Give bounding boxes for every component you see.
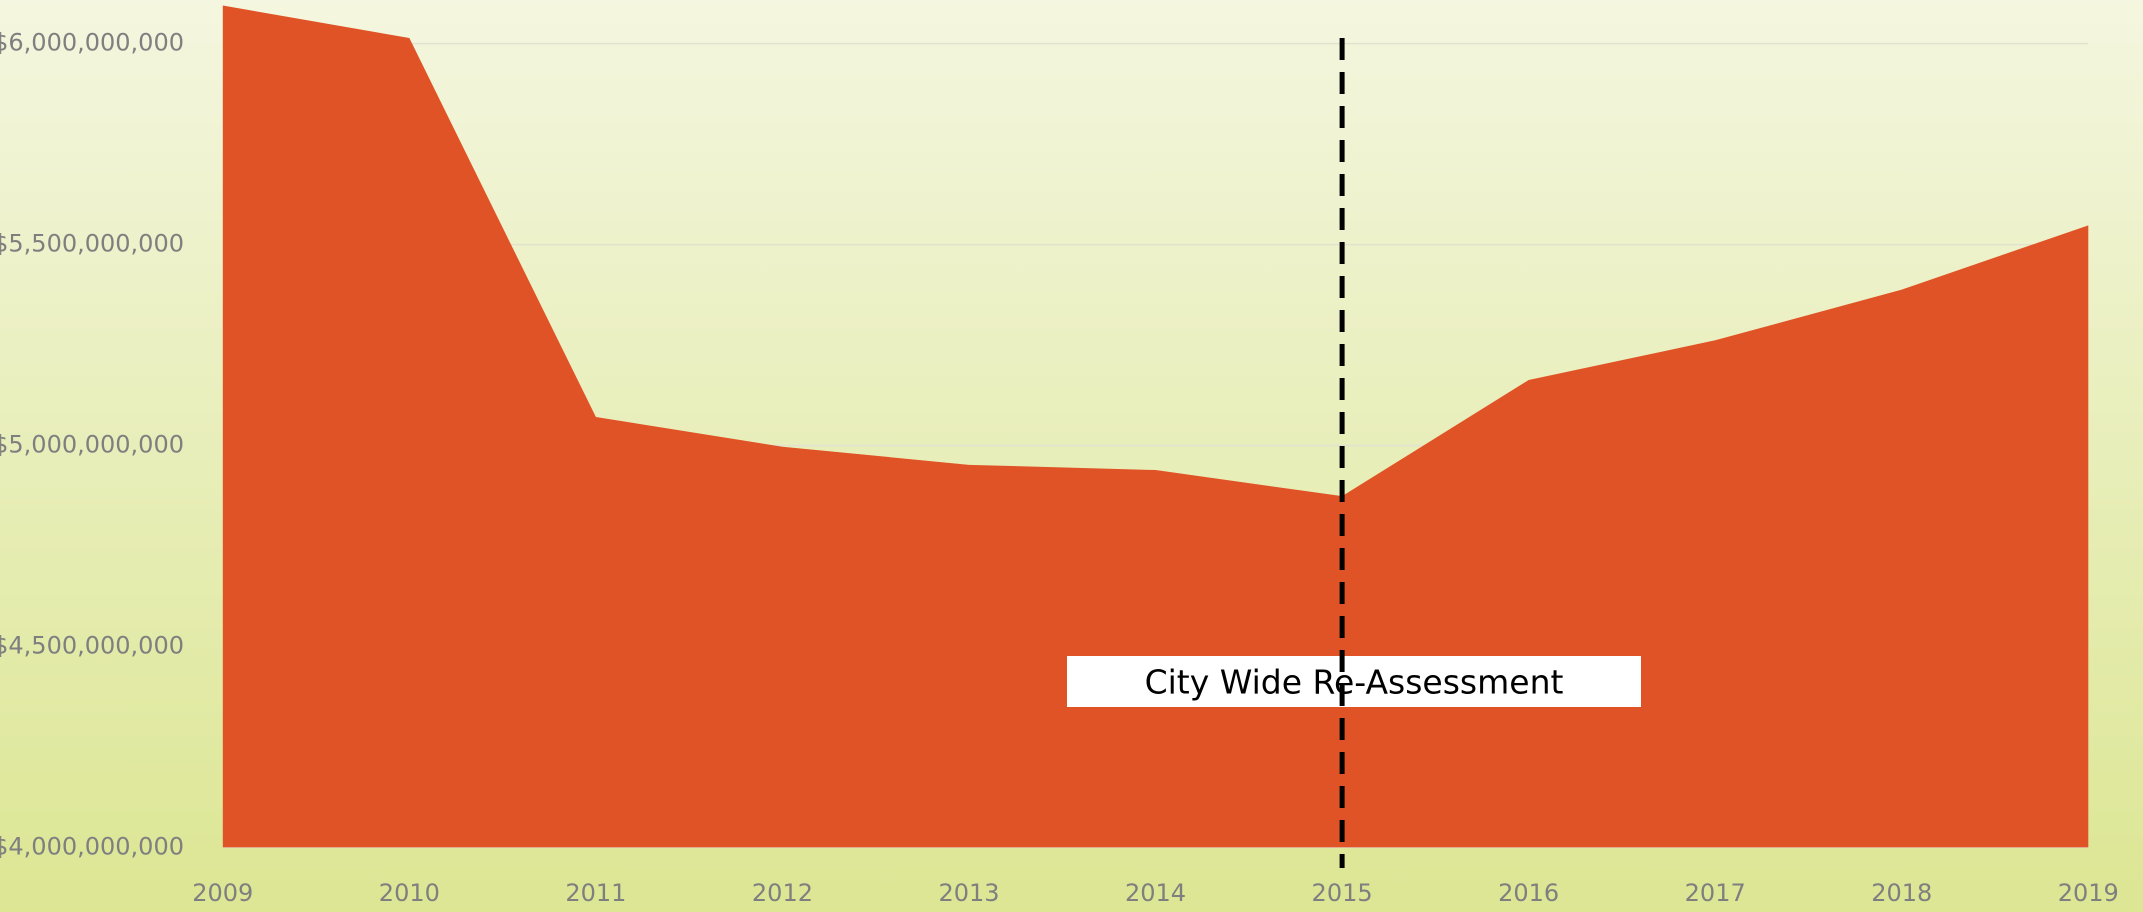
y-tick-label: $5,500,000,000 xyxy=(0,230,184,258)
x-tick-label: 2009 xyxy=(192,879,253,907)
axes: $4,000,000,000 $4,500,000,000 $5,000,000,0… xyxy=(0,29,2119,907)
y-tick-label: $6,000,000,000 xyxy=(0,29,184,57)
x-tick-label: 2014 xyxy=(1125,879,1186,907)
x-tick-label: 2012 xyxy=(752,879,813,907)
x-tick-label: 2017 xyxy=(1685,879,1746,907)
x-tick-label: 2018 xyxy=(1871,879,1932,907)
annotation-box xyxy=(1067,656,1641,707)
plot xyxy=(222,5,2089,848)
annotation-text: City Wide Re-Assessment xyxy=(1145,663,1564,702)
x-tick-label: 2013 xyxy=(938,879,999,907)
area xyxy=(222,5,2089,848)
y-tick-label: $4,000,000,000 xyxy=(0,832,184,860)
x-tick-label: 2011 xyxy=(565,879,626,907)
x-tick-label: 2019 xyxy=(2058,879,2119,907)
y-tick-label: $4,500,000,000 xyxy=(0,631,184,659)
x-tick-label: 2010 xyxy=(379,879,440,907)
y-tick-label: $5,000,000,000 xyxy=(0,431,184,459)
x-tick-label: 2016 xyxy=(1498,879,1559,907)
x-tick-label: 2015 xyxy=(1312,879,1373,907)
